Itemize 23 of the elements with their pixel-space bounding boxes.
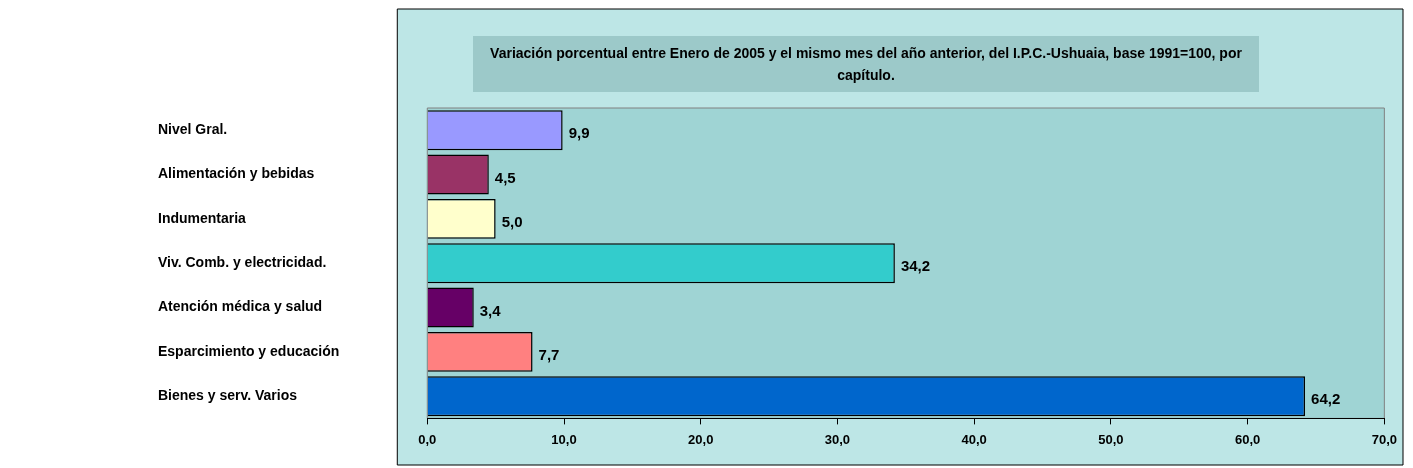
data-label: 7,7 xyxy=(538,346,560,364)
y-tick-label: Nivel Gral. xyxy=(158,121,228,138)
x-tick-label: 30,0 xyxy=(824,431,851,447)
y-tick-label: Viv. Comb. y electricidad. xyxy=(158,254,327,271)
y-tick-label: Atención médica y salud xyxy=(158,298,323,315)
chart-title: Variación porcentual entre Enero de 2005 y el mismo mes del año anterior, del I.P.C.-Ushuaia, base 1991=100, por capítulo. xyxy=(473,36,1259,92)
data-label: 34,2 xyxy=(900,257,931,275)
y-tick-label: Esparcimiento y educación xyxy=(158,342,340,359)
x-tick-label: 70,0 xyxy=(1371,431,1398,447)
x-tick-label: 0,0 xyxy=(418,431,437,447)
data-label: 4,5 xyxy=(494,168,516,186)
x-tick-label: 10,0 xyxy=(551,431,577,447)
y-tick-label: Indumentaria xyxy=(158,209,247,226)
data-label: 9,9 xyxy=(568,124,590,142)
x-tick-label: 20,0 xyxy=(688,431,714,447)
data-label: 5,0 xyxy=(501,213,523,230)
x-tick-label: 60,0 xyxy=(1234,431,1261,447)
y-tick-label: Alimentación y bebidas xyxy=(158,165,315,182)
data-label: 64,2 xyxy=(1311,390,1341,408)
x-tick-label: 40,0 xyxy=(961,431,987,447)
data-label: 3,4 xyxy=(479,301,502,319)
x-tick-label: 50,0 xyxy=(1098,431,1124,447)
y-tick-label: Bienes y serv. Varios xyxy=(158,387,298,404)
